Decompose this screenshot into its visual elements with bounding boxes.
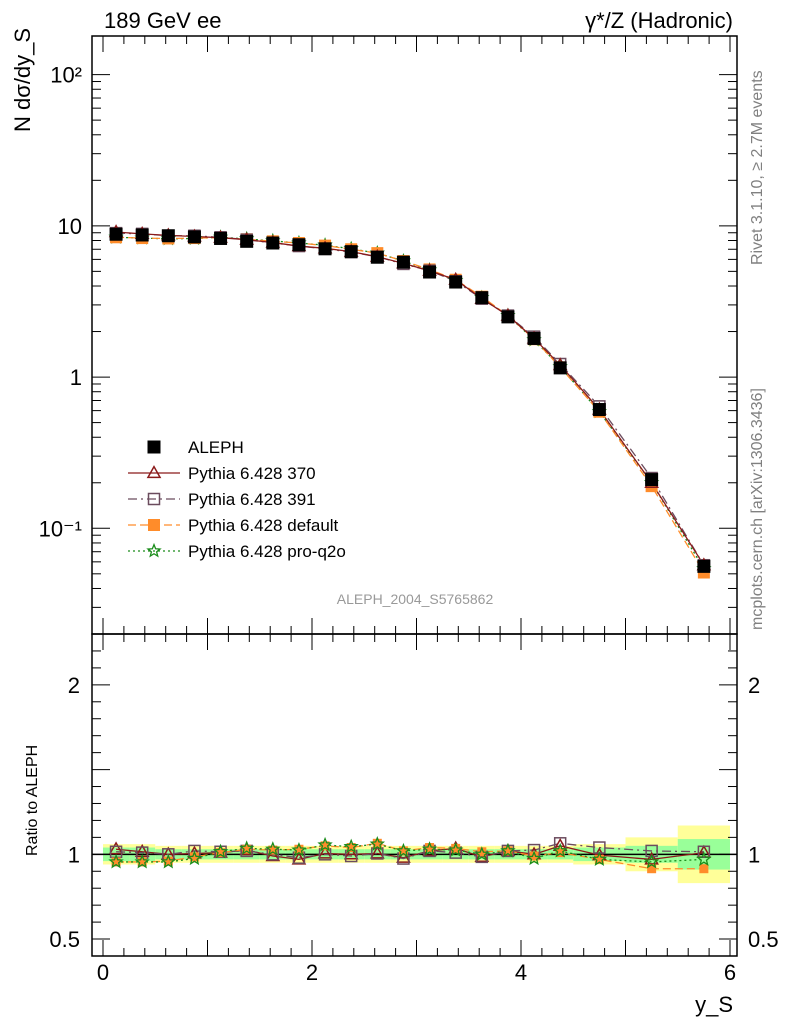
main-y-tick-label: 10	[58, 214, 82, 239]
point-aleph	[214, 231, 228, 245]
ratio-point-pythia-6-428-pro-q2o	[108, 853, 124, 869]
ratio-point-pythia-6-428-pro-q2o	[291, 841, 307, 857]
ratio-point-pythia-6-428-pro-q2o	[186, 850, 203, 866]
ratio-line-pythia-6-428-370	[115, 845, 704, 861]
ratio-point-pythia-6-428-370	[644, 851, 659, 865]
legend-label-aleph: ALEPH	[188, 438, 244, 457]
point-aleph	[592, 403, 606, 417]
ratio-point-pythia-6-428-pro-q2o	[552, 842, 568, 858]
ratio-point-pythia-6-428-pro-q2o	[500, 842, 516, 858]
ratio-y-axis-title: Ratio to ALEPH	[24, 745, 41, 856]
ratio-point-pythia-6-428-pro-q2o	[317, 836, 333, 852]
ratio-point-pythia-6-428-pro-q2o	[238, 840, 255, 855]
x-tick-label: 2	[306, 960, 318, 985]
ratio-point-pythia-6-428-370	[369, 845, 385, 859]
point-aleph	[553, 361, 567, 375]
point-aleph	[240, 234, 254, 248]
point-aleph	[697, 559, 711, 573]
point-aleph	[449, 275, 463, 289]
mcplots-label: mcplots.cern.ch [arXiv:1306.3436]	[749, 388, 766, 630]
analysis-id-label: ALEPH_2004_S5765862	[337, 591, 494, 607]
point-aleph	[645, 473, 659, 487]
ratio-point-pythia-6-428-default	[242, 844, 252, 854]
energy-label: 189 GeV ee	[104, 8, 221, 33]
ratio-point-pythia-6-428-default	[699, 864, 709, 874]
point-aleph	[527, 331, 541, 345]
ratio-point-pythia-6-428-370	[396, 849, 411, 863]
ratio-point-pythia-6-428-pro-q2o	[369, 836, 386, 851]
point-aleph	[292, 238, 306, 252]
point-aleph	[370, 250, 384, 264]
ratio-point-pythia-6-428-391	[697, 845, 711, 859]
main-y-tick-label: 10²	[50, 63, 82, 88]
ratio-point-pythia-6-428-pro-q2o	[134, 853, 150, 869]
ratio-y-tick-label-left: 1	[68, 842, 80, 867]
ratio-point-pythia-6-428-pro-q2o	[591, 851, 608, 866]
legend: ALEPH Pythia 6.428 370 Pythia 6.428 391 Pyt…	[128, 438, 346, 561]
main-y-tick-label: 10⁻¹	[39, 516, 82, 541]
ratio-point-pythia-6-428-pro-q2o	[212, 843, 229, 859]
ratio-point-pythia-6-428-pro-q2o	[343, 838, 359, 854]
ratio-series-layer	[108, 836, 712, 874]
point-aleph	[423, 265, 437, 279]
legend-label-pythia-6-428-default: Pythia 6.428 default	[188, 516, 339, 535]
ratio-plot-frame	[91, 633, 738, 957]
ratio-line-pythia-6-428-pro-q2o	[116, 843, 704, 863]
x-tick-label: 0	[97, 960, 109, 985]
process-label: γ*/Z (Hadronic)	[585, 8, 733, 33]
point-aleph	[161, 229, 175, 243]
legend-marker-pythia-6-428-370	[146, 465, 162, 479]
legend-label-pythia-6-428-391: Pythia 6.428 391	[188, 490, 316, 509]
x-axis-title: y_S	[695, 992, 733, 1017]
ratio-point-pythia-6-428-370	[317, 845, 333, 859]
ratio-y-tick-label-right: 2	[748, 673, 760, 698]
legend-label-pythia-6-428-370: Pythia 6.428 370	[188, 464, 316, 483]
ratio-line-pythia-6-428-391	[116, 842, 704, 860]
ratio-point-pythia-6-428-default	[320, 841, 330, 851]
ratio-point-pythia-6-428-pro-q2o	[265, 841, 281, 856]
point-aleph	[475, 291, 489, 305]
ratio-point-pythia-6-428-pro-q2o	[696, 851, 712, 866]
point-aleph	[266, 236, 280, 250]
ratio-point-pythia-6-428-pro-q2o	[526, 850, 542, 866]
ratio-point-pythia-6-428-pro-q2o	[421, 841, 438, 856]
ratio-y-tick-label-right: 1	[748, 842, 760, 867]
point-aleph	[135, 228, 149, 242]
legend-marker-pythia-6-428-default	[148, 519, 160, 531]
ratio-point-pythia-6-428-pro-q2o	[447, 841, 464, 857]
ratio-point-pythia-6-428-370	[343, 846, 359, 860]
point-aleph	[344, 245, 358, 259]
ratio-point-pythia-6-428-pro-q2o	[160, 853, 177, 869]
ratio-point-pythia-6-428-370	[108, 841, 124, 855]
series-line-pythia-6-428-default	[116, 236, 705, 573]
legend-label-pythia-6-428-pro-q2o: Pythia 6.428 pro-q2o	[188, 542, 346, 561]
point-aleph	[318, 242, 332, 256]
ratio-point-pythia-6-428-default	[216, 848, 226, 858]
legend-marker-pythia-6-428-pro-q2o	[146, 542, 162, 558]
main-series-layer	[108, 224, 712, 579]
point-aleph	[396, 255, 410, 269]
ratio-point-pythia-6-428-default	[346, 843, 356, 853]
axes-layer: 0 2 4 6 10⁻¹ 1 10 10² 0.5 0.5 1 1 2 2	[39, 35, 779, 985]
main-y-axis-title: N dσ/dy_S	[10, 28, 35, 132]
ratio-point-pythia-6-428-pro-q2o	[643, 853, 660, 869]
point-aleph	[501, 310, 515, 324]
ratio-y-tick-label-left: 2	[68, 673, 80, 698]
legend-marker-pythia-6-428-391	[147, 492, 161, 506]
legend-marker-aleph	[147, 440, 161, 454]
ratio-point-pythia-6-428-default	[555, 848, 565, 858]
point-aleph	[109, 227, 123, 241]
ratio-point-pythia-6-428-pro-q2o	[474, 846, 490, 861]
ratio-y-tick-label-left: 0.5	[49, 927, 80, 952]
point-aleph	[187, 230, 201, 244]
ratio-point-pythia-6-428-391	[371, 847, 384, 860]
rivet-version-label: Rivet 3.1.10, ≥ 2.7M events	[749, 70, 766, 265]
x-tick-label: 6	[724, 960, 736, 985]
x-tick-label: 4	[515, 960, 527, 985]
ratio-point-pythia-6-428-default	[268, 845, 278, 855]
main-y-tick-label: 1	[70, 365, 82, 390]
ratio-y-tick-label-right: 0.5	[748, 927, 779, 952]
ratio-point-pythia-6-428-pro-q2o	[395, 842, 412, 858]
